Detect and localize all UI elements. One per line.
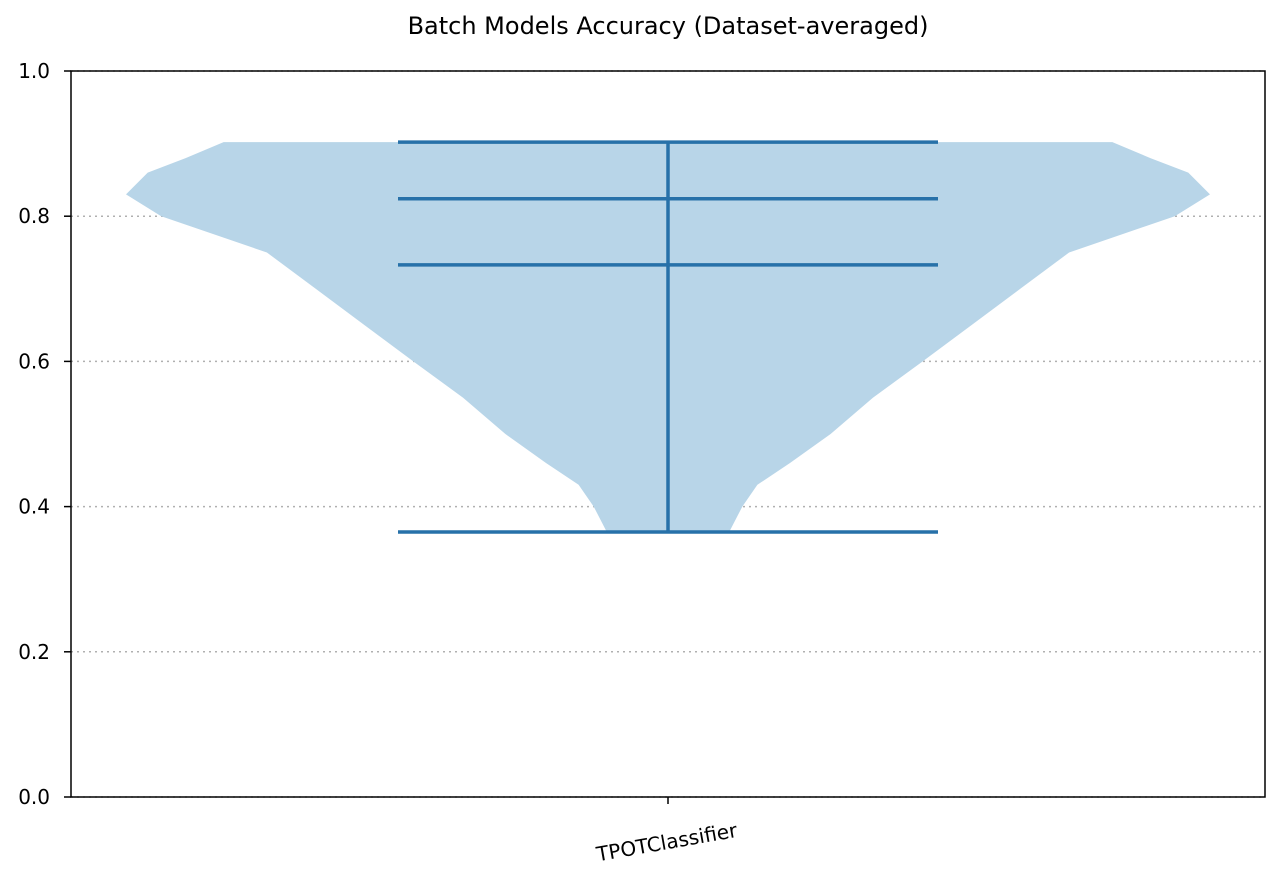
x-axis: TPOTClassifier: [594, 797, 740, 866]
y-tick-label: 0.0: [18, 785, 50, 809]
y-tick-label: 0.6: [18, 349, 50, 373]
x-tick-label: TPOTClassifier: [594, 818, 740, 867]
y-tick-label: 1.0: [18, 59, 50, 83]
y-axis: 0.0 0.2 0.4 0.6 0.8 1.0: [18, 59, 71, 809]
y-tick-label: 0.4: [18, 495, 50, 519]
y-tick-label: 0.2: [18, 640, 50, 664]
y-tick-label: 0.8: [18, 204, 50, 228]
chart-title: Batch Models Accuracy (Dataset-averaged): [408, 12, 929, 40]
violin-plot: [126, 140, 1210, 534]
